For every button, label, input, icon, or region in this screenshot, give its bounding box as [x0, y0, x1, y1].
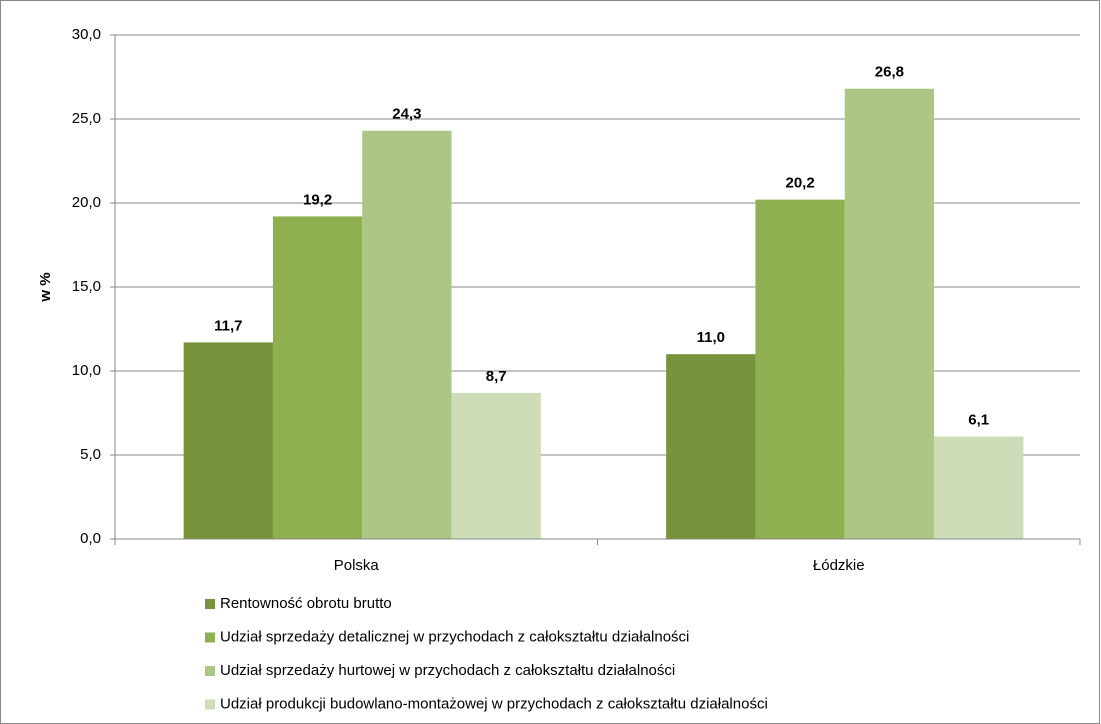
data-label: 11,0 [697, 329, 725, 346]
legend-swatch [205, 666, 215, 676]
data-label: 19,2 [303, 191, 332, 208]
legend-swatch [205, 632, 215, 643]
legend-label: Rentowność obrotu brutto [220, 595, 392, 612]
y-tick-label: 20,0 [72, 194, 101, 211]
legend-label: Udział produkcji budowlano-montażowej w … [220, 695, 768, 712]
x-tick-label: Polska [334, 557, 380, 574]
y-tick-label: 0,0 [80, 530, 101, 547]
legend-swatch [205, 599, 215, 609]
y-axis-label: w % [37, 272, 54, 302]
data-label: 20,2 [785, 175, 814, 192]
y-tick-label: 30,0 [72, 26, 101, 43]
legend-label: Udział sprzedaży hurtowej w przychodach … [220, 662, 675, 679]
bar [451, 392, 541, 539]
y-tick-label: 15,0 [72, 278, 101, 295]
bar [755, 199, 845, 539]
bar [934, 436, 1024, 539]
data-label: 26,8 [875, 64, 904, 81]
x-tick-label: Łódzkie [813, 557, 865, 574]
bar [362, 130, 452, 539]
legend-swatch [205, 699, 215, 710]
y-tick-label: 5,0 [80, 446, 101, 463]
legend-label: Udział sprzedaży detalicznej w przychoda… [220, 628, 689, 645]
y-tick-label: 10,0 [72, 362, 101, 379]
y-tick-label: 25,0 [72, 110, 101, 127]
data-label: 24,3 [392, 106, 421, 123]
data-label: 11,7 [214, 317, 242, 334]
data-label: 6,1 [968, 411, 989, 428]
bar [272, 216, 363, 539]
data-label: 8,7 [486, 368, 507, 385]
bar [844, 88, 935, 539]
bar [183, 342, 273, 539]
bar [666, 354, 756, 539]
